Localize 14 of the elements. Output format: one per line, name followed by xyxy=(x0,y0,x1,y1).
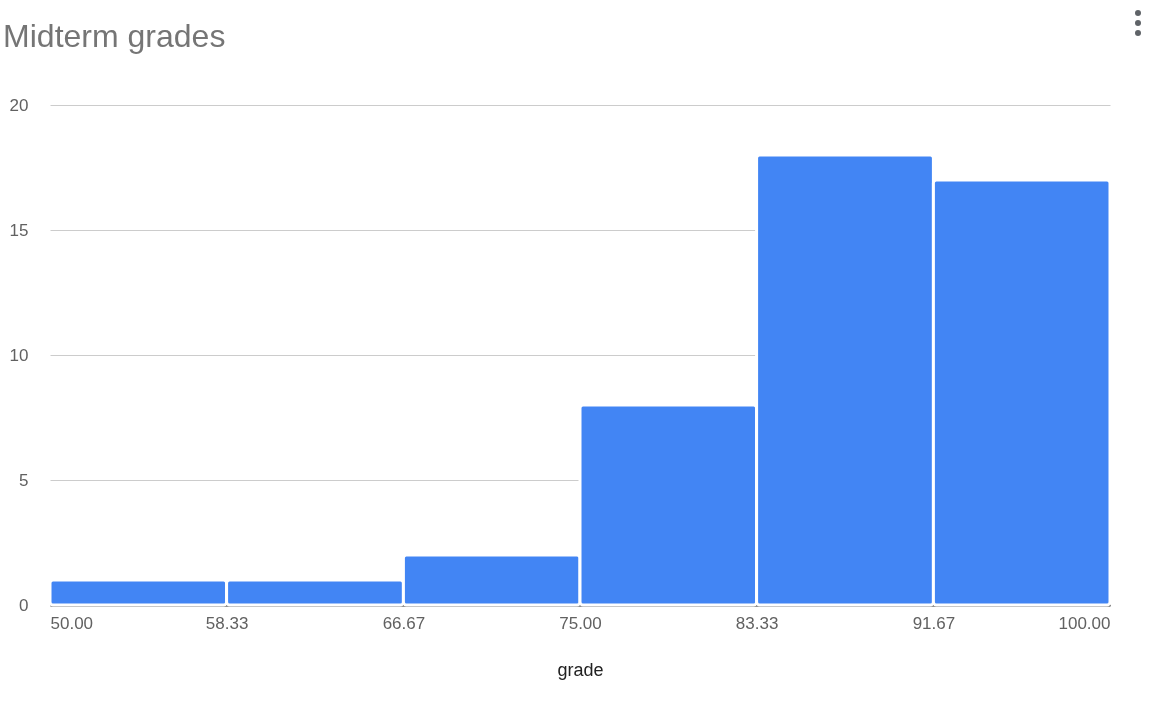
x-tick-label: 83.33 xyxy=(735,613,779,633)
x-tick-label: 58.33 xyxy=(205,613,249,633)
x-tick-label: 75.00 xyxy=(559,613,602,633)
x-tick-label: 50.00 xyxy=(50,613,94,633)
y-tick-label: 5 xyxy=(19,470,29,490)
x-axis-title: grade xyxy=(557,659,604,680)
x-tick-label: 66.67 xyxy=(382,613,426,633)
chart-title: Midterm grades xyxy=(3,18,226,54)
x-tick-label: 91.67 xyxy=(912,613,956,633)
x-tick-label: 100.00 xyxy=(1058,613,1111,633)
y-tick-label: 15 xyxy=(9,220,29,240)
y-tick-label: 0 xyxy=(19,595,29,615)
y-tick-label: 20 xyxy=(9,95,29,115)
y-tick-label: 10 xyxy=(9,345,29,365)
